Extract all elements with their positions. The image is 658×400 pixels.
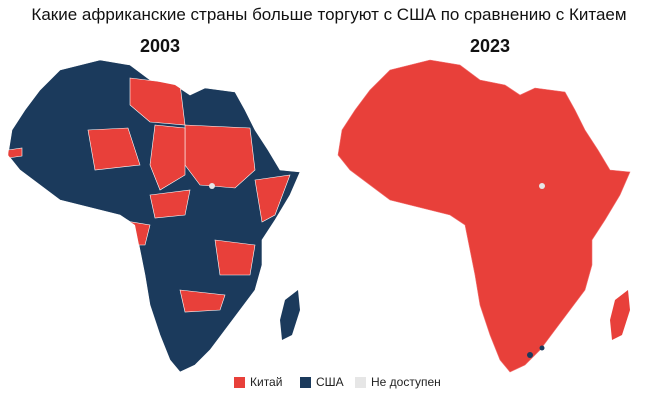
legend-swatch — [234, 377, 245, 388]
region — [527, 352, 533, 358]
year-label: 2003 — [140, 36, 180, 56]
no-data — [209, 183, 215, 189]
region — [539, 345, 545, 351]
africa-shape — [337, 59, 631, 373]
region — [184, 124, 256, 189]
legend-swatch — [355, 377, 366, 388]
legend-label: США — [316, 375, 344, 389]
madagascar — [280, 290, 300, 340]
map-2003 — [7, 59, 301, 373]
legend-swatch — [300, 377, 311, 388]
region — [149, 124, 186, 191]
region — [179, 289, 226, 313]
map-2023 — [337, 59, 631, 373]
legend-label: Китай — [250, 375, 282, 389]
no-data — [539, 183, 545, 189]
legend-label: Не доступен — [371, 375, 441, 389]
region — [214, 239, 256, 276]
region — [254, 174, 291, 223]
legend: Китай США Не доступен — [234, 375, 441, 389]
title: Какие африканские страны больше торгуют … — [31, 5, 626, 24]
region — [87, 127, 141, 171]
region — [149, 189, 191, 219]
year-label: 2023 — [470, 36, 510, 56]
madagascar — [610, 290, 630, 340]
region — [8, 147, 23, 159]
